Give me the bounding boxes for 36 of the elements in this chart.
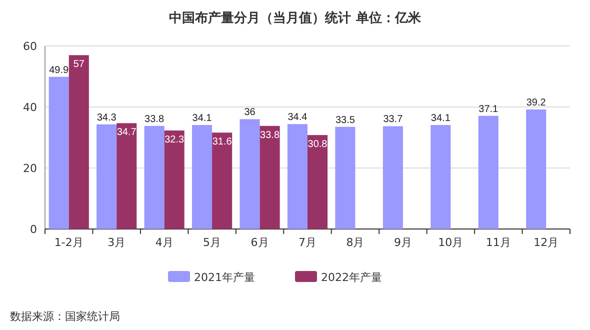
- data-label: 34.1: [192, 112, 212, 124]
- source-note: 数据来源：国家统计局: [10, 310, 120, 323]
- x-tick-label: 6月: [250, 236, 269, 249]
- x-tick-label: 1-2月: [54, 236, 84, 249]
- x-tick-label: 3月: [108, 236, 126, 249]
- x-tick-label: 5月: [203, 236, 222, 249]
- data-label: 31.6: [212, 136, 232, 148]
- y-tick-label: 0: [30, 223, 37, 236]
- x-tick-label: 9月: [394, 236, 412, 249]
- y-tick-label: 60: [23, 40, 37, 53]
- data-label: 33.8: [260, 130, 280, 141]
- data-label: 33.8: [144, 114, 164, 125]
- data-label: 32.3: [164, 134, 185, 146]
- y-tick-label: 20: [23, 162, 37, 175]
- legend-label: 2022年产量: [321, 271, 382, 284]
- x-tick-label: 12月: [534, 236, 559, 249]
- data-label: 30.8: [308, 139, 328, 150]
- data-label: 34.7: [116, 127, 137, 138]
- chart-title: 中国布产量分月（当月值）统计 单位：亿米: [169, 10, 422, 26]
- data-label: 36: [244, 107, 256, 118]
- data-label: 39.2: [526, 97, 546, 108]
- data-label: 34.4: [288, 112, 308, 124]
- data-label: 49.9: [49, 64, 70, 76]
- y-tick-label: 40: [23, 101, 37, 114]
- legend-label: 2021年产量: [194, 271, 255, 284]
- data-label: 33.7: [383, 114, 404, 126]
- x-tick-label: 7月: [298, 236, 316, 249]
- x-tick-label: 10月: [438, 236, 464, 249]
- x-tick-label: 4月: [155, 236, 174, 249]
- data-label: 57: [73, 59, 85, 70]
- data-label: 37.1: [478, 104, 499, 115]
- x-tick-label: 8月: [346, 236, 364, 249]
- data-label: 33.5: [335, 114, 356, 126]
- data-label: 34.1: [430, 112, 451, 124]
- x-tick-label: 11月: [486, 236, 511, 249]
- data-label: 34.3: [96, 112, 117, 124]
